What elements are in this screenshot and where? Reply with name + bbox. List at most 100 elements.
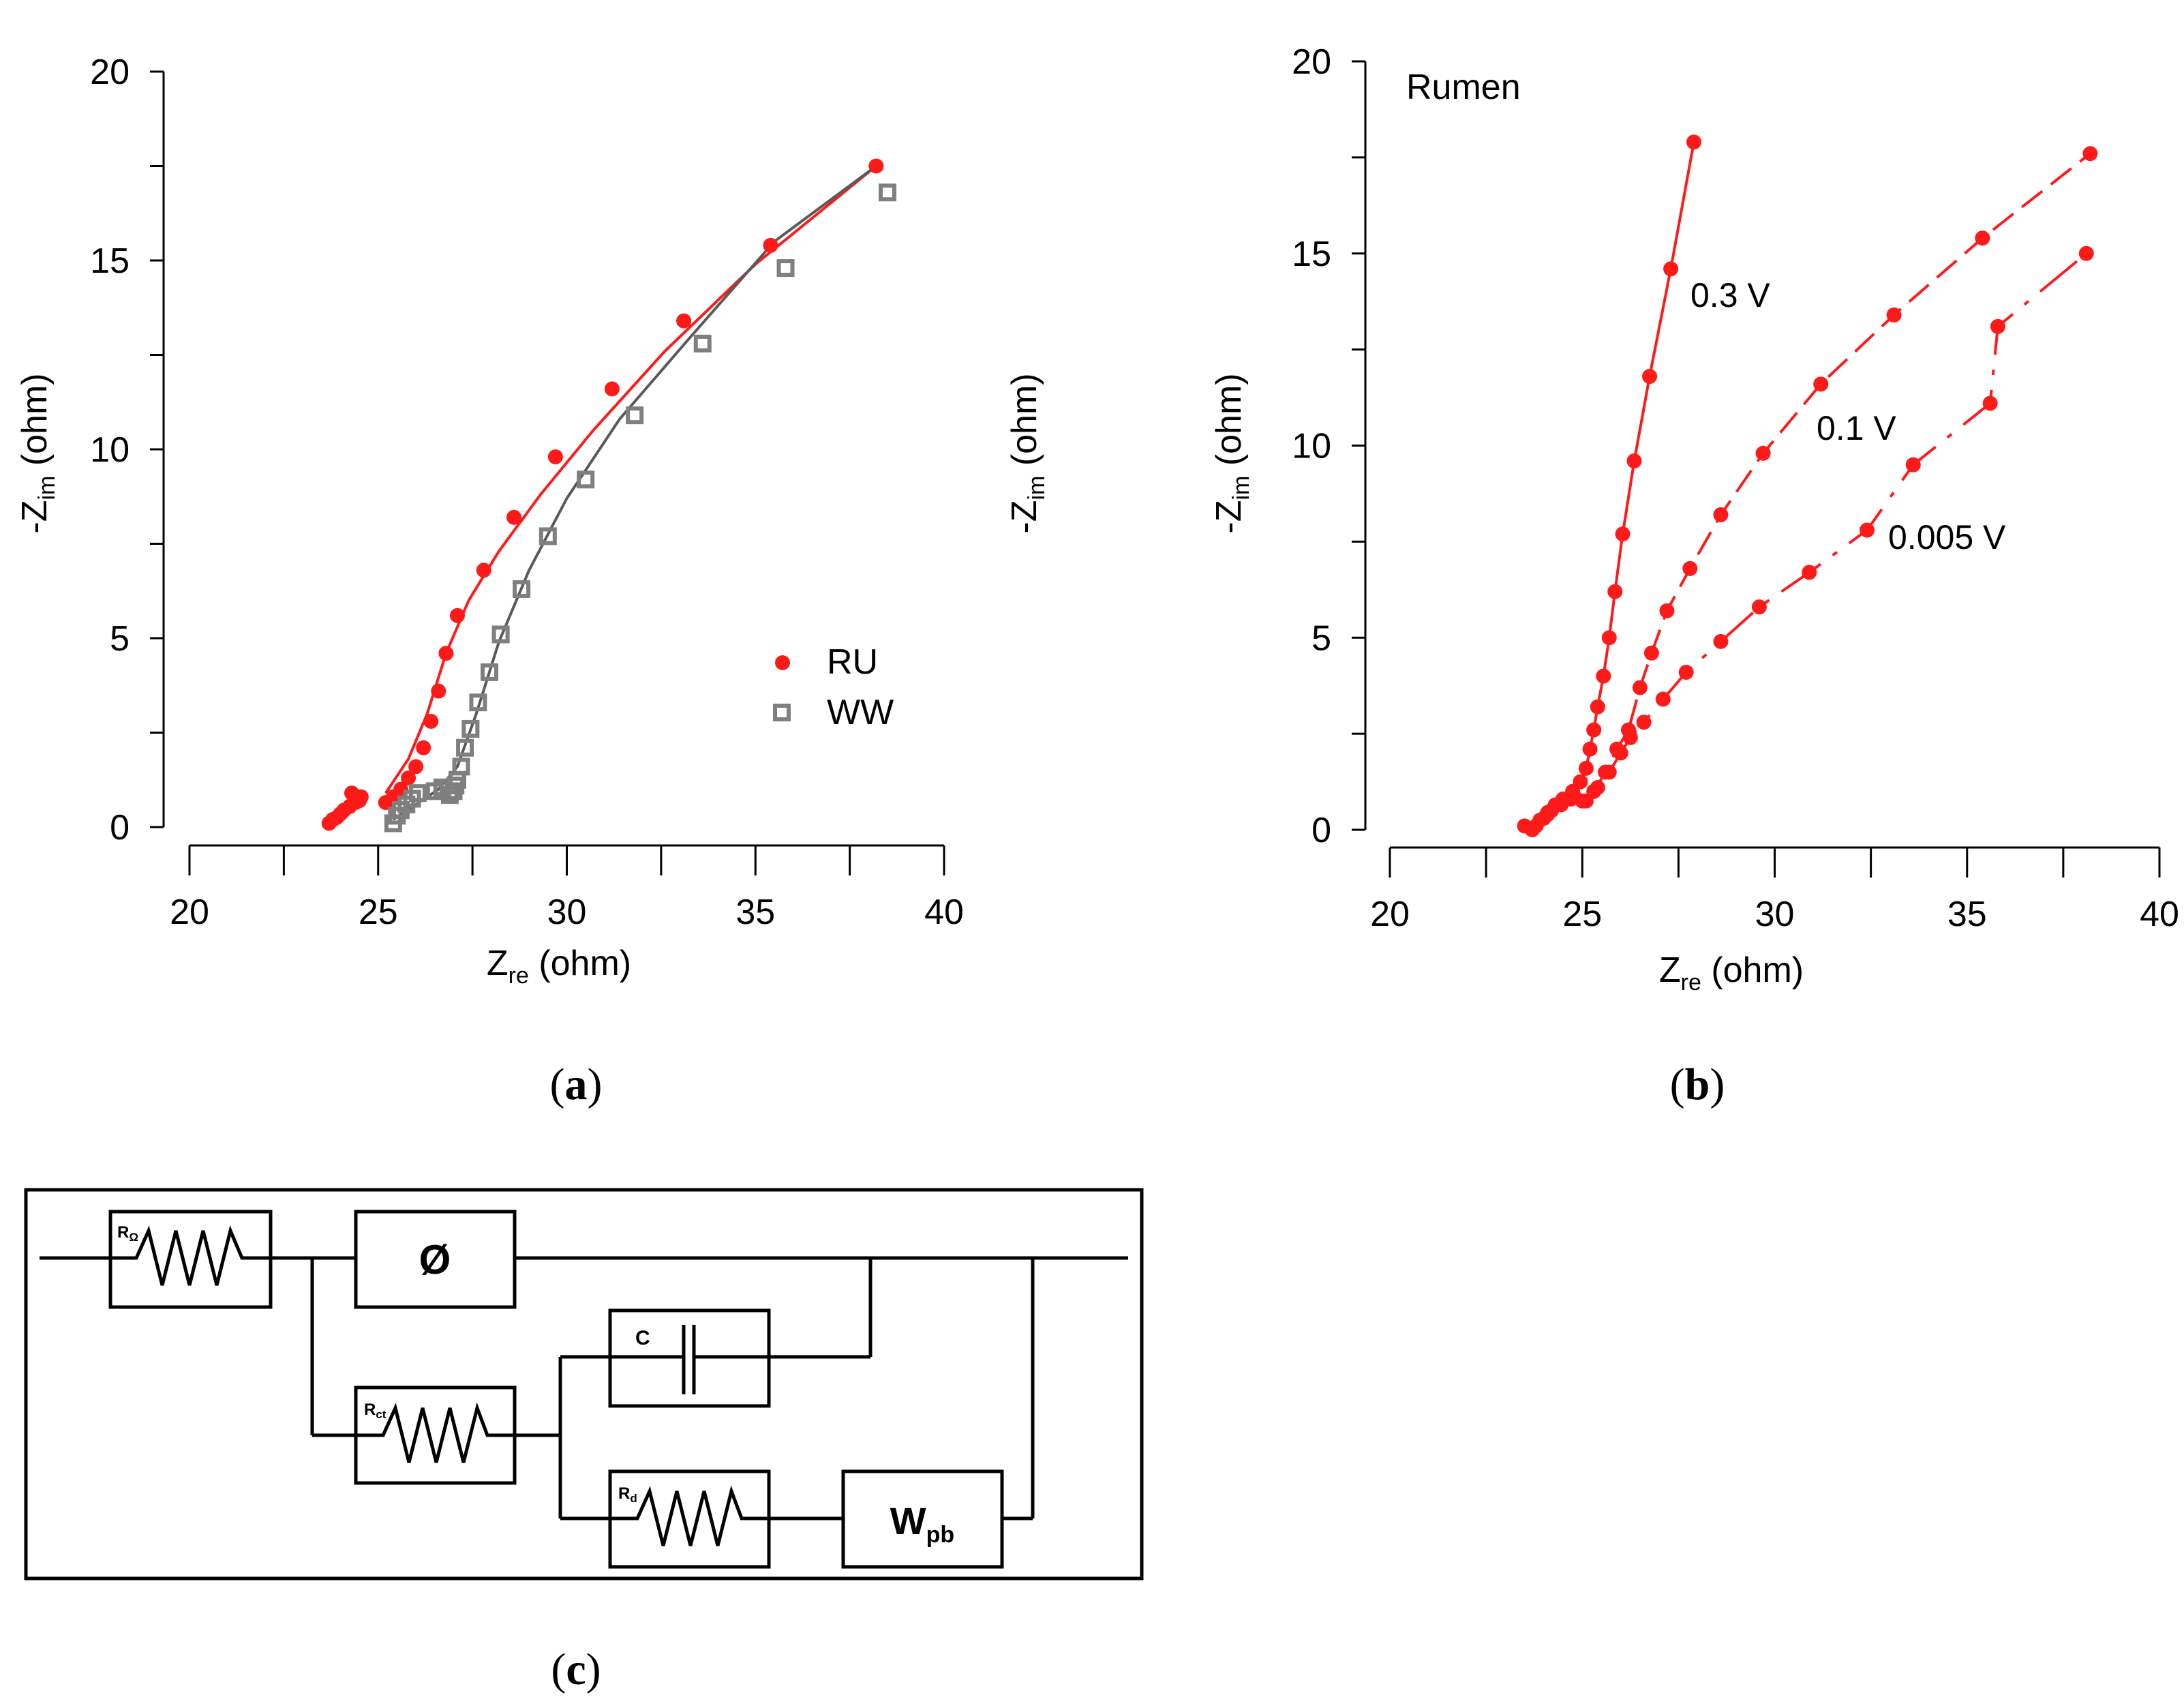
ww-data-point xyxy=(491,625,510,644)
series-0-005-v-point xyxy=(1613,745,1628,761)
legend-ru-label: RU xyxy=(827,642,878,682)
annotation-0-005v: 0.005 V xyxy=(1888,518,2006,556)
capacitor-c: C xyxy=(608,1308,771,1408)
resistor-r-d: Rd xyxy=(608,1469,771,1569)
chart-a-y-tick-label: 15 xyxy=(90,241,130,281)
series-0-1-v-line xyxy=(1535,152,2091,827)
series-0-005-v-point xyxy=(1636,715,1652,730)
series-0-005-v-point xyxy=(1590,780,1605,796)
chart-a-y-tick-label: 10 xyxy=(90,430,130,470)
ww-data-point xyxy=(878,183,896,202)
chart-b-y-tick-label: 5 xyxy=(1311,618,1331,658)
legend-ww-marker xyxy=(773,704,791,721)
ww-data-point xyxy=(626,406,644,425)
chart-b-x-tick-label: 20 xyxy=(1370,895,1410,934)
series-0-005-v-point xyxy=(1713,633,1729,649)
series-0-005-v-point xyxy=(1802,565,1817,580)
chart-a-fit-lines xyxy=(384,164,877,821)
ru-data-point xyxy=(604,381,620,397)
series-0-3-v-point xyxy=(1601,630,1617,646)
ru-data-point xyxy=(408,759,424,775)
chart-a-x-axis: 20 25 30 35 40 xyxy=(170,844,964,932)
chart-b-y-axis-title: -Zim (ohm) xyxy=(1209,373,1254,533)
series-0-005-v-point xyxy=(1578,793,1594,809)
element-phi: Ø xyxy=(354,1210,517,1309)
series-0-1-v-point xyxy=(1975,230,1990,246)
series-0-3-v-point xyxy=(1642,369,1658,385)
chart-a-x-tick-label: 25 xyxy=(359,893,398,932)
series-0-1-v-point xyxy=(1632,680,1648,695)
ru-data-point xyxy=(438,646,454,661)
chart-a-y-tick-label: 20 xyxy=(90,53,130,92)
chart-b-x-tick-label: 30 xyxy=(1755,895,1795,934)
r-omega-label: RΩ xyxy=(117,1223,138,1244)
chart-b-x-axis-title: Zre (ohm) xyxy=(1659,950,1804,995)
chart-b-data-points xyxy=(1517,134,2098,837)
series-0-1-v-point xyxy=(1713,507,1729,522)
series-0-1-v-point xyxy=(1755,445,1771,461)
series-0-005-v-point xyxy=(1566,790,1582,805)
series-0-005-v-point xyxy=(1751,599,1767,615)
chart-b: 0 5 10 15 20 20 25 30 35 40 Rumen 0.3 V 0.1 V 0.… xyxy=(1209,42,2179,995)
resistor-r-omega: RΩ xyxy=(108,1210,273,1309)
chart-a-data-points xyxy=(321,158,896,833)
series-0-005-v-point xyxy=(1553,797,1569,813)
chart-b-x-axis: 20 25 30 35 40 xyxy=(1370,846,2179,934)
ru-data-point xyxy=(449,608,465,623)
series-0-3-v-point xyxy=(1686,134,1701,150)
ru-data-point xyxy=(476,563,491,578)
resistor-r-ct: Rct xyxy=(354,1385,517,1485)
ww-data-point xyxy=(776,259,795,278)
phi-label: Ø xyxy=(419,1237,451,1283)
series-0-005-v-point xyxy=(1859,522,1875,538)
ru-data-point xyxy=(353,789,369,805)
series-0-005-v-point xyxy=(1540,807,1556,822)
ru-data-point xyxy=(868,158,884,174)
series-0-005-v-point xyxy=(1655,691,1671,707)
ww-data-point xyxy=(408,784,427,803)
chart-b-y-tick-label: 10 xyxy=(1292,427,1331,466)
chart-b-y-tick-label: 0 xyxy=(1311,811,1331,850)
chart-a-y-tick-label: 5 xyxy=(110,619,130,659)
ru-data-point xyxy=(416,740,431,755)
capacitor-label: C xyxy=(635,1327,650,1349)
chart-b-y-axis: 0 5 10 15 20 xyxy=(1292,42,1367,850)
chart-b-series-lines xyxy=(1523,141,2091,831)
chart-b-x-tick-label: 35 xyxy=(1947,895,1987,934)
legend-ww-label: WW xyxy=(827,693,894,732)
series-0-005-v-point xyxy=(1601,764,1617,780)
ru-data-point xyxy=(676,313,692,329)
circuit-diagram: RΩ Ø C Rct Rd xyxy=(24,1188,1144,1580)
w-pb-label: Wpb xyxy=(890,1499,954,1548)
series-0-3-v-line xyxy=(1523,141,1695,831)
series-0-3-v-point xyxy=(1590,699,1605,715)
series-0-1-v-point xyxy=(1682,560,1698,576)
ww-data-point xyxy=(456,738,474,757)
panel-c-label: (c) xyxy=(551,1645,601,1694)
chart-b-y-tick-label: 20 xyxy=(1292,42,1331,82)
chart-a-right-y-axis-title: -Zim (ohm) xyxy=(1005,373,1050,533)
series-0-3-v-point xyxy=(1596,668,1611,684)
ww-data-point xyxy=(469,693,487,712)
element-w-pb: Wpb xyxy=(841,1469,1004,1569)
ww-data-point xyxy=(461,719,480,738)
legend-ru-marker xyxy=(775,655,790,670)
panel-a-label: (a) xyxy=(550,1060,603,1109)
series-0-3-v-point xyxy=(1578,760,1594,776)
series-0-1-v-point xyxy=(2082,146,2098,162)
series-0-1-v-point xyxy=(1886,307,1902,323)
annotation-0-1v: 0.1 V xyxy=(1817,409,1896,447)
ww-data-point xyxy=(539,527,557,545)
chart-a-x-tick-label: 35 xyxy=(735,893,775,932)
chart-b-title: Rumen xyxy=(1406,68,1521,107)
series-0-1-v-point xyxy=(1643,645,1659,661)
fit-line-ru-fit xyxy=(384,164,877,794)
chart-a-y-axis-title: -Zim (ohm) xyxy=(15,373,60,533)
r-ct-label: Rct xyxy=(364,1400,386,1421)
series-0-3-v-point xyxy=(1607,584,1623,599)
series-0-005-v-point xyxy=(1982,395,1998,411)
series-0-3-v-point xyxy=(1582,741,1598,757)
ww-data-point xyxy=(577,470,595,489)
ru-data-point xyxy=(401,770,416,785)
